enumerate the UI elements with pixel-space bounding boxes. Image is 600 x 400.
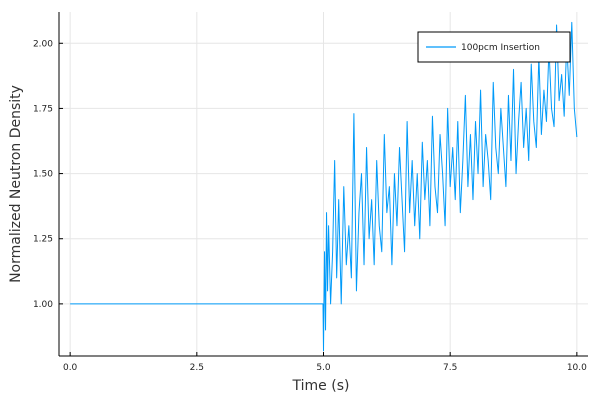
legend-label: 100pcm Insertion — [461, 43, 540, 53]
y-tick-label: 1.00 — [33, 300, 53, 310]
legend: 100pcm Insertion — [417, 31, 571, 63]
y-tick-label: 2.00 — [33, 39, 53, 49]
x-axis-title: Time (s) — [292, 378, 350, 394]
y-tick-label: 1.50 — [33, 170, 53, 180]
series-layer — [70, 21, 578, 352]
y-tick-label: 1.75 — [33, 104, 53, 114]
axis-ticks: 0.0 2.5 5.0 7.5 10.0 1.00 1.25 1.50 1.75 2.00 — [33, 39, 587, 373]
x-tick-label: 0.0 — [63, 363, 78, 373]
y-tick-label: 1.25 — [33, 235, 53, 245]
x-tick-label: 10.0 — [567, 363, 587, 373]
x-tick-label: 7.5 — [443, 363, 457, 373]
y-axis-title: Normalized Neutron Density — [8, 85, 24, 283]
x-tick-label: 5.0 — [316, 363, 331, 373]
series-line — [70, 21, 578, 352]
x-tick-label: 2.5 — [190, 363, 204, 373]
